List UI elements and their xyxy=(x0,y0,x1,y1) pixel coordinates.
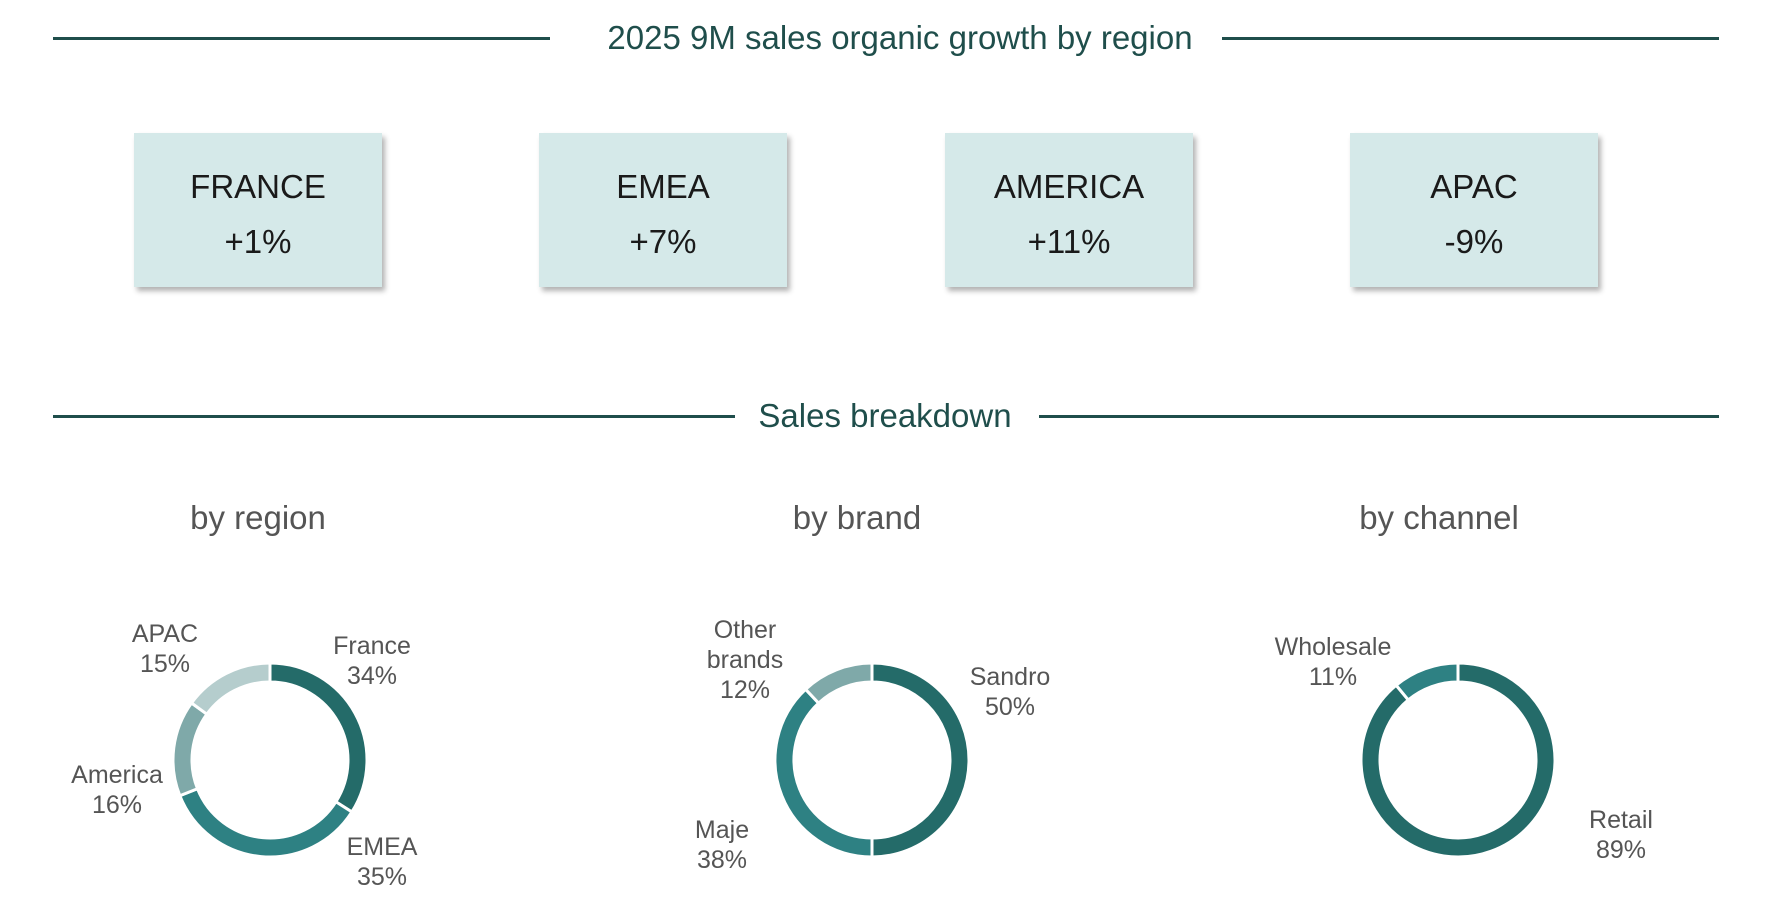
chart-title-channel: by channel xyxy=(1359,499,1519,536)
slice-label-wholesale: Wholesale 11% xyxy=(1274,633,1392,691)
growth-card-value: +11% xyxy=(1027,223,1111,260)
growth-card-value: -9% xyxy=(1444,223,1504,260)
slice-maje xyxy=(773,687,874,859)
chart-title-brand: by brand xyxy=(792,499,922,536)
growth-card-region: AMERICA xyxy=(993,168,1145,205)
slice-sandro xyxy=(870,661,971,859)
growth-card-region: APAC xyxy=(1430,168,1518,205)
header-line-left xyxy=(53,415,735,418)
header-line-right xyxy=(1222,37,1719,40)
growth-card-emea: EMEA +7% xyxy=(539,133,787,287)
breakdown-section-title: Sales breakdown xyxy=(758,397,1012,434)
slice-label-retail: Retail 89% xyxy=(1589,806,1653,864)
growth-card-value: +7% xyxy=(629,223,697,260)
slice-label-emea: EMEA 35% xyxy=(346,833,418,891)
slice-label-apac: APAC 15% xyxy=(131,620,199,678)
slice-america xyxy=(171,700,209,798)
growth-card-apac: APAC -9% xyxy=(1350,133,1598,287)
growth-card-france: FRANCE +1% xyxy=(134,133,382,287)
slice-label-maje: Maje 38% xyxy=(694,816,750,874)
header-line-right xyxy=(1039,415,1719,418)
header-line-left xyxy=(53,37,550,40)
slice-label-france: France 34% xyxy=(333,632,411,690)
growth-section-title: 2025 9M sales organic growth by region xyxy=(607,19,1193,56)
slice-label-other-brands: Other brands 12% xyxy=(706,616,784,704)
slice-other-brands xyxy=(803,661,874,706)
breakdown-section-header: Sales breakdown xyxy=(53,396,1719,436)
slice-label-america: America 16% xyxy=(71,761,163,819)
slice-retail xyxy=(1359,661,1557,859)
slice-apac xyxy=(189,661,272,717)
growth-card-region: FRANCE xyxy=(190,168,326,205)
growth-section-header: 2025 9M sales organic growth by region xyxy=(53,18,1719,58)
slice-emea xyxy=(177,786,354,859)
growth-card-region: EMEA xyxy=(616,168,710,205)
slice-label-sandro: Sandro 50% xyxy=(969,663,1051,721)
chart-title-region: by region xyxy=(190,499,326,536)
growth-card-america: AMERICA +11% xyxy=(945,133,1193,287)
growth-card-value: +1% xyxy=(224,223,292,260)
slice-wholesale xyxy=(1394,661,1460,703)
